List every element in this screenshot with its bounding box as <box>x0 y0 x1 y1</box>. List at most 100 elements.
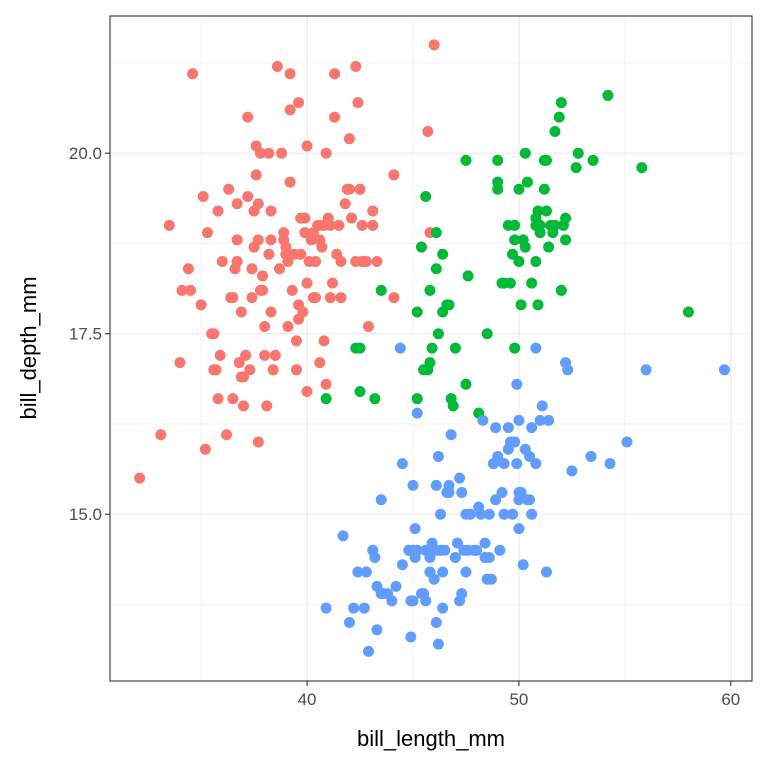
data-point-adelie <box>237 400 249 412</box>
data-point-adelie <box>231 198 243 210</box>
data-point-gentoo <box>443 479 455 491</box>
data-point-adelie <box>210 364 222 376</box>
data-point-chinstrap <box>504 277 516 289</box>
data-point-adelie <box>252 436 264 448</box>
data-point-adelie <box>252 198 264 210</box>
data-point-gentoo <box>526 508 538 520</box>
data-point-adelie <box>237 371 249 383</box>
data-point-chinstrap <box>538 183 550 195</box>
data-point-chinstrap <box>375 284 387 296</box>
data-point-adelie <box>354 183 366 195</box>
data-point-adelie <box>362 320 374 332</box>
data-point-adelie <box>174 357 186 369</box>
data-point-gentoo <box>430 617 442 629</box>
data-point-gentoo <box>509 436 521 448</box>
data-point-adelie <box>261 400 273 412</box>
data-point-adelie <box>314 357 326 369</box>
data-point-gentoo <box>445 429 457 441</box>
data-point-chinstrap <box>481 328 493 340</box>
data-point-adelie <box>329 68 341 80</box>
y-axis-title: bill_depth_mm <box>16 276 41 419</box>
data-point-gentoo <box>479 537 491 549</box>
data-point-chinstrap <box>602 89 614 101</box>
data-point-gentoo <box>430 479 442 491</box>
data-point-adelie <box>259 320 271 332</box>
data-point-chinstrap <box>462 270 474 282</box>
data-point-chinstrap <box>555 97 567 109</box>
data-point-chinstrap <box>549 219 561 231</box>
data-point-gentoo <box>348 602 360 614</box>
data-point-chinstrap <box>447 400 459 412</box>
data-point-adelie <box>428 39 440 51</box>
data-point-gentoo <box>498 508 510 520</box>
data-point-chinstrap <box>432 328 444 340</box>
data-point-adelie <box>284 104 296 116</box>
data-point-adelie <box>134 472 146 484</box>
axes: 40 50 60 15.0 17.5 20.0 <box>69 144 740 709</box>
data-point-adelie <box>422 126 434 138</box>
data-point-gentoo <box>396 458 408 470</box>
data-point-adelie <box>182 263 194 275</box>
data-point-adelie <box>242 191 254 203</box>
data-point-chinstrap <box>526 277 538 289</box>
data-point-adelie <box>350 61 362 73</box>
data-point-adelie <box>240 349 252 361</box>
data-point-adelie <box>284 176 296 188</box>
data-point-adelie <box>329 111 341 123</box>
x-tick-label: 40 <box>298 690 317 709</box>
data-point-adelie <box>269 349 281 361</box>
data-point-adelie <box>265 205 277 217</box>
data-point-adelie <box>320 378 332 390</box>
data-point-gentoo <box>507 508 519 520</box>
data-point-adelie <box>250 169 262 181</box>
data-point-gentoo <box>604 458 616 470</box>
data-point-gentoo <box>362 645 374 657</box>
data-point-adelie <box>295 248 307 260</box>
data-point-gentoo <box>435 508 447 520</box>
data-point-adelie <box>212 393 224 405</box>
data-point-chinstrap <box>519 147 531 159</box>
data-point-gentoo <box>477 414 489 426</box>
data-point-adelie <box>197 191 209 203</box>
data-point-adelie <box>227 393 239 405</box>
data-point-chinstrap <box>572 147 584 159</box>
data-point-adelie <box>227 292 239 304</box>
data-point-chinstrap <box>354 385 366 397</box>
data-point-adelie <box>214 349 226 361</box>
data-point-chinstrap <box>443 299 455 311</box>
data-point-adelie <box>310 255 322 267</box>
data-point-adelie <box>335 255 347 267</box>
data-point-gentoo <box>375 494 387 506</box>
data-point-chinstrap <box>543 241 555 253</box>
data-point-chinstrap <box>420 191 432 203</box>
data-point-gentoo <box>464 508 476 520</box>
grid <box>110 16 752 681</box>
data-point-chinstrap <box>532 299 544 311</box>
data-point-adelie <box>231 234 243 246</box>
data-point-chinstrap <box>682 306 694 318</box>
data-point-gentoo <box>428 573 440 585</box>
data-point-adelie <box>310 292 322 304</box>
data-point-adelie <box>155 429 167 441</box>
data-point-chinstrap <box>424 284 436 296</box>
data-point-chinstrap <box>320 393 332 405</box>
data-point-chinstrap <box>354 342 366 354</box>
data-point-gentoo <box>483 552 495 564</box>
data-point-chinstrap <box>534 219 546 231</box>
data-point-adelie <box>208 328 220 340</box>
data-point-adelie <box>333 219 345 231</box>
data-point-gentoo <box>407 595 419 607</box>
data-point-gentoo <box>451 537 463 549</box>
data-point-adelie <box>187 68 199 80</box>
data-point-adelie <box>352 97 364 109</box>
data-point-gentoo <box>585 450 597 462</box>
data-point-adelie <box>371 255 383 267</box>
data-point-adelie <box>265 234 277 246</box>
data-point-gentoo <box>439 544 451 556</box>
data-point-adelie <box>301 277 313 289</box>
data-point-chinstrap <box>460 154 472 166</box>
data-point-chinstrap <box>519 241 531 253</box>
data-point-gentoo <box>437 566 449 578</box>
data-point-gentoo <box>490 422 502 434</box>
